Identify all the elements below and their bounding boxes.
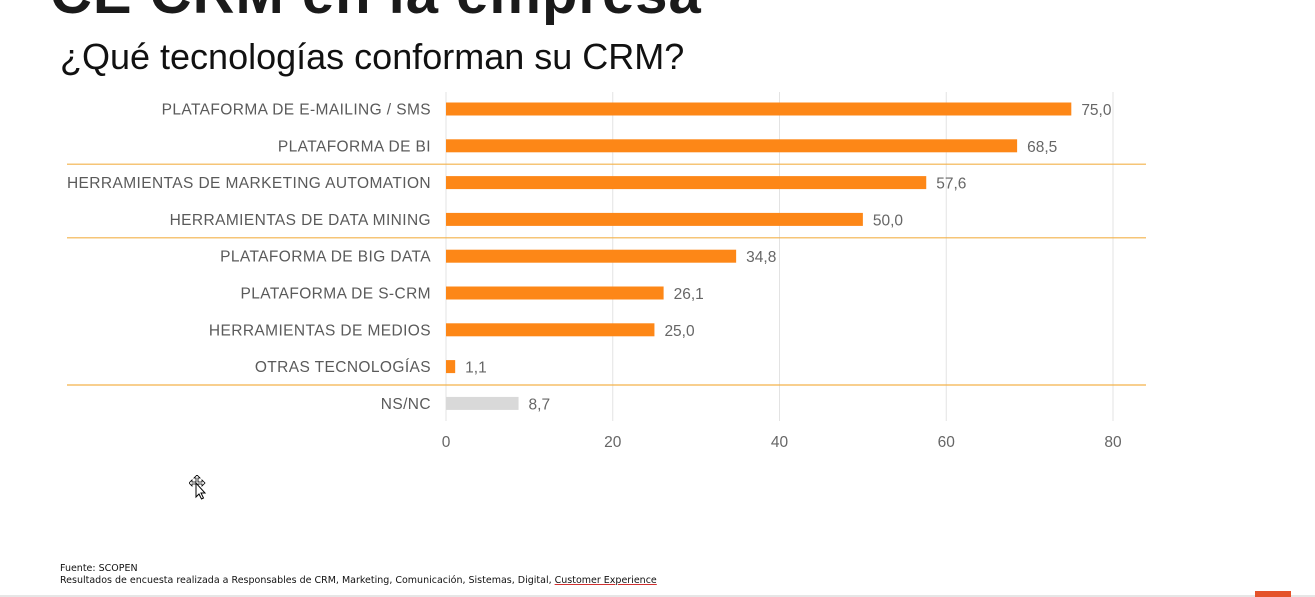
value-label: 1,1 bbox=[465, 360, 487, 377]
x-tick-label: 40 bbox=[771, 434, 789, 451]
bar bbox=[446, 286, 664, 300]
category-label: HERRAMIENTAS DE MEDIOS bbox=[209, 322, 431, 339]
value-label: 34,8 bbox=[746, 249, 776, 266]
bar bbox=[446, 139, 1018, 153]
category-label: PLATAFORMA DE S-CRM bbox=[241, 286, 431, 303]
bar bbox=[446, 176, 927, 190]
chart-question-title: ¿Qué tecnologías conforman su CRM? bbox=[60, 36, 685, 77]
category-label: PLATAFORMA DE BI bbox=[278, 138, 431, 155]
bar bbox=[446, 102, 1072, 116]
footer-source: Fuente: SCOPEN bbox=[60, 563, 138, 574]
bar-chart: PLATAFORMA DE E-MAILING / SMS 75,0 PLATAFO… bbox=[67, 92, 1146, 451]
value-label: 25,0 bbox=[664, 323, 695, 340]
value-label: 57,6 bbox=[936, 176, 966, 193]
x-tick-label: 80 bbox=[1104, 434, 1122, 451]
brand-corner-mark bbox=[1255, 591, 1291, 597]
value-label: 26,1 bbox=[674, 286, 704, 303]
bar bbox=[446, 396, 519, 410]
value-label: 8,7 bbox=[529, 396, 551, 413]
category-label: HERRAMIENTAS DE MARKETING AUTOMATION bbox=[67, 175, 431, 192]
move-cursor-icon bbox=[189, 475, 207, 500]
bar bbox=[446, 212, 863, 226]
slide-header-title: CE CRM en la empresa bbox=[50, 0, 702, 27]
value-label: 75,0 bbox=[1081, 102, 1112, 119]
category-label: HERRAMIENTAS DE DATA MINING bbox=[170, 212, 431, 229]
value-label: 68,5 bbox=[1027, 139, 1057, 156]
category-label: NS/NC bbox=[381, 396, 431, 413]
category-label: PLATAFORMA DE E-MAILING / SMS bbox=[162, 102, 431, 119]
bar bbox=[446, 323, 655, 337]
category-label: PLATAFORMA DE BIG DATA bbox=[220, 249, 431, 266]
footer-divider bbox=[0, 595, 1315, 597]
category-label: OTRAS TECNOLOGÍAS bbox=[255, 359, 431, 376]
bar bbox=[446, 249, 737, 263]
x-tick-label: 0 bbox=[442, 434, 451, 451]
value-label: 50,0 bbox=[873, 212, 904, 229]
footer: Fuente: SCOPEN Resultados de encuesta re… bbox=[60, 563, 657, 587]
footer-note: Resultados de encuesta realizada a Respo… bbox=[60, 575, 657, 587]
footer-note-link: Customer Experience bbox=[554, 575, 657, 586]
footer-note-text: Resultados de encuesta realizada a Respo… bbox=[60, 575, 555, 586]
x-tick-label: 20 bbox=[604, 434, 622, 451]
x-tick-label: 60 bbox=[938, 434, 956, 451]
bar bbox=[446, 360, 456, 374]
